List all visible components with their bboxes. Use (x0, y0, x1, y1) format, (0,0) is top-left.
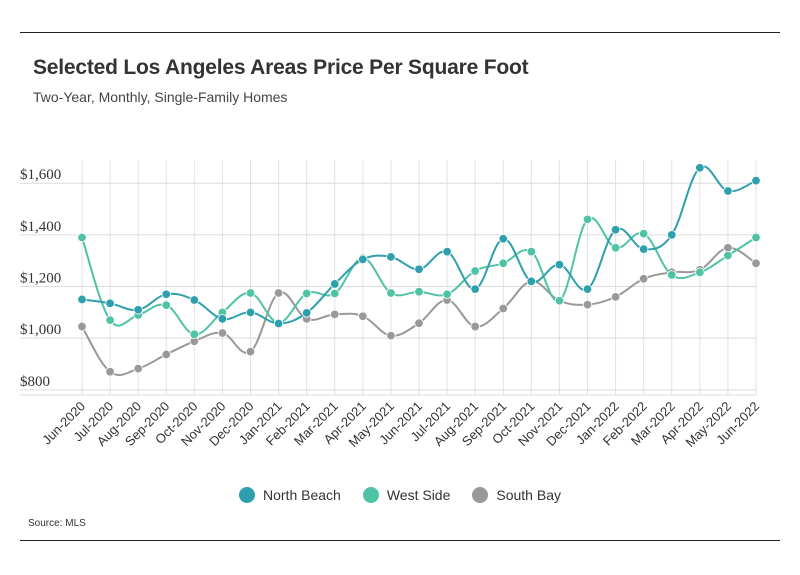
chart-subtitle: Two-Year, Monthly, Single-Family Homes (33, 89, 288, 105)
data-point-north-beach (77, 294, 87, 305)
data-point-north-beach (273, 318, 284, 329)
y-tick-label: $1,200 (20, 271, 61, 287)
data-point-west-side (301, 288, 312, 299)
y-tick-label: $1,400 (20, 219, 61, 235)
data-point-west-side (470, 266, 480, 276)
data-point-west-side (667, 270, 677, 280)
legend: North Beach West Side South Bay (0, 487, 800, 503)
data-point-south-bay (498, 303, 508, 314)
series-south-bay (77, 243, 761, 377)
data-point-west-side (526, 246, 537, 257)
data-point-west-side (330, 288, 340, 299)
data-point-south-bay (77, 321, 87, 332)
data-point-south-bay (610, 292, 621, 302)
data-point-south-bay (161, 349, 171, 360)
data-point-north-beach (470, 284, 480, 294)
legend-marker (472, 487, 489, 503)
data-point-west-side (77, 232, 87, 243)
series-north-beach (77, 163, 761, 329)
data-point-north-beach (105, 298, 115, 309)
bottom-rule (20, 540, 780, 541)
data-point-south-bay (358, 311, 368, 321)
data-point-west-side (161, 300, 171, 310)
data-point-north-beach (695, 163, 705, 173)
data-point-west-side (105, 315, 115, 325)
x-axis-ticks: Jun-2020Jul-2020Aug-2020Sep-2020Oct-2020… (39, 399, 762, 450)
data-point-north-beach (498, 234, 508, 244)
data-point-south-bay (133, 363, 143, 374)
data-point-north-beach (189, 295, 200, 305)
data-point-south-bay (470, 321, 480, 332)
data-point-south-bay (751, 258, 761, 268)
legend-item-south-bay: South Bay (472, 487, 561, 503)
legend-label: West Side (386, 487, 451, 503)
data-point-west-side (386, 288, 396, 298)
data-point-west-side (751, 232, 761, 243)
data-point-north-beach (751, 175, 761, 186)
data-point-south-bay (582, 299, 593, 310)
legend-marker (239, 487, 255, 503)
data-point-north-beach (301, 308, 312, 318)
legend-marker (362, 487, 379, 503)
data-point-south-bay (217, 328, 228, 338)
data-point-north-beach (723, 186, 733, 196)
data-point-west-side (498, 258, 508, 268)
data-point-north-beach (245, 307, 256, 318)
data-point-north-beach (358, 254, 368, 265)
data-point-north-beach (386, 252, 396, 262)
data-point-west-side (723, 250, 733, 261)
data-point-north-beach (610, 225, 621, 235)
data-point-west-side (189, 329, 200, 340)
data-point-south-bay (330, 309, 340, 320)
data-point-south-bay (386, 330, 396, 341)
data-point-south-bay (414, 318, 424, 328)
data-point-west-side (638, 228, 649, 239)
data-point-north-beach (638, 244, 649, 254)
data-point-south-bay (105, 367, 115, 377)
y-tick-label: $1,600 (20, 167, 61, 183)
data-point-west-side (695, 267, 705, 278)
legend-item-west-side: West Side (362, 487, 451, 503)
data-point-west-side (610, 243, 621, 253)
data-point-south-bay (723, 243, 733, 253)
data-point-west-side (442, 289, 452, 299)
data-point-west-side (554, 296, 565, 306)
y-tick-label: $800 (20, 374, 50, 390)
data-point-west-side (414, 287, 424, 297)
data-point-north-beach (217, 314, 228, 324)
legend-label: North Beach (263, 487, 341, 503)
source-note: Source: MLS (28, 518, 86, 529)
data-point-south-bay (245, 346, 256, 357)
legend-label: South Bay (496, 487, 561, 503)
data-point-north-beach (526, 276, 537, 287)
data-point-south-bay (638, 274, 649, 284)
data-point-north-beach (442, 246, 452, 257)
chart-title: Selected Los Angeles Areas Price Per Squ… (33, 56, 529, 79)
data-point-north-beach (414, 264, 424, 274)
data-point-north-beach (667, 230, 677, 240)
data-point-north-beach (330, 279, 340, 289)
legend-item-north-beach: North Beach (239, 487, 341, 503)
data-point-south-bay (273, 288, 284, 298)
y-axis-ticks: $800 $1,000 $1,200 $1,400 $1,600 (20, 167, 61, 390)
data-point-north-beach (554, 259, 565, 270)
top-rule (20, 32, 780, 33)
y-tick-label: $1,000 (20, 322, 61, 338)
series-west-side (77, 214, 761, 340)
series-group (77, 163, 761, 377)
data-point-west-side (582, 214, 593, 225)
data-point-north-beach (133, 305, 143, 315)
data-point-north-beach (582, 284, 593, 294)
data-point-north-beach (161, 289, 171, 299)
data-point-west-side (245, 288, 256, 298)
